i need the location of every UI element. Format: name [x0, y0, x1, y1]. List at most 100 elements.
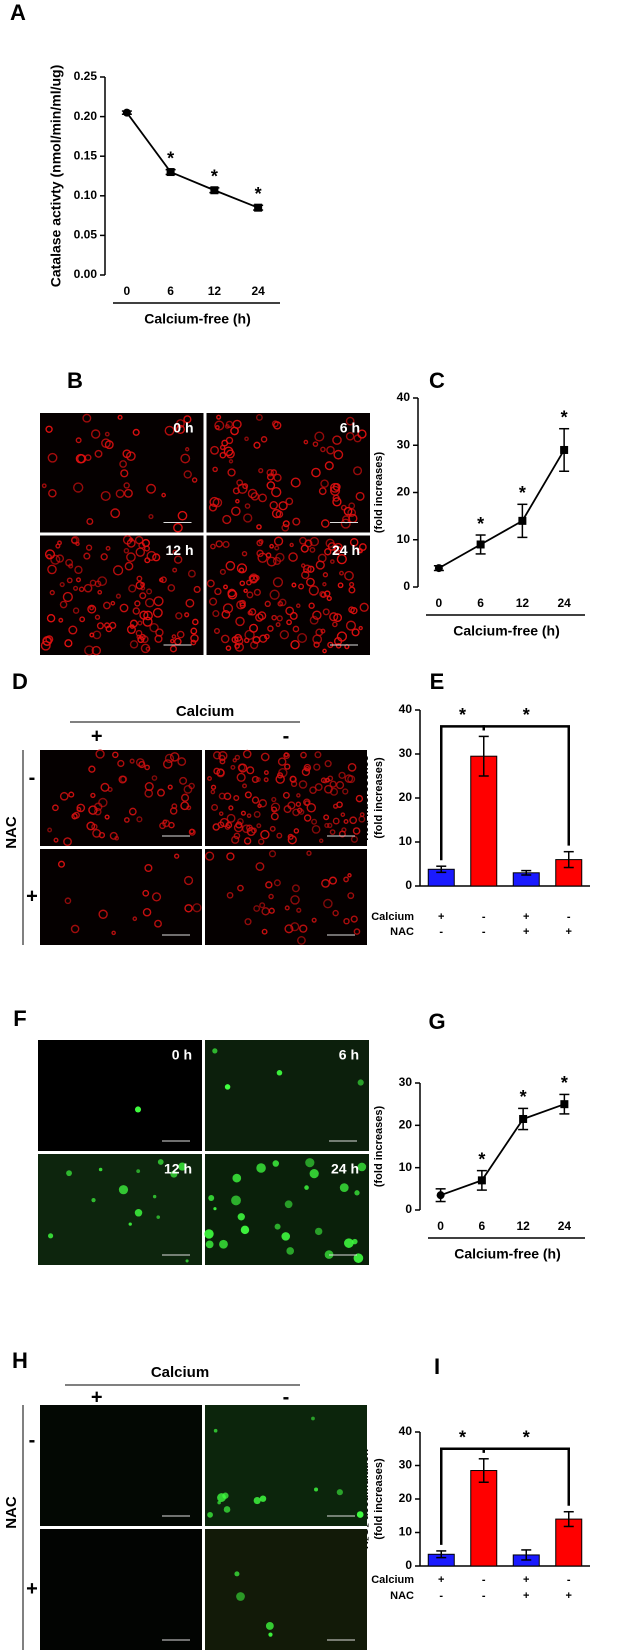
- micrograph: [40, 849, 202, 945]
- cell: [52, 804, 59, 812]
- cell: [273, 536, 284, 546]
- y-tick-label: 20: [399, 1118, 413, 1132]
- cell: [359, 602, 369, 612]
- cell: [320, 519, 330, 528]
- cell: [129, 758, 135, 764]
- cell: [244, 637, 250, 644]
- data-point: [476, 540, 485, 549]
- cell: [281, 523, 290, 532]
- cell: [289, 775, 297, 784]
- cell: [217, 1500, 221, 1505]
- micrograph: [205, 1405, 367, 1526]
- cell: [324, 822, 330, 829]
- cell: [134, 600, 141, 607]
- x-tick-label: 24: [558, 1219, 572, 1233]
- cell: [320, 446, 326, 453]
- cell: [345, 620, 357, 631]
- cell: [332, 435, 342, 445]
- cell: [309, 546, 316, 553]
- cell: [324, 548, 332, 556]
- cell: [163, 759, 173, 769]
- cell: [261, 907, 270, 916]
- cell: [128, 1222, 132, 1226]
- cell: [348, 581, 355, 588]
- cell: [117, 414, 123, 420]
- row-label: -: [29, 767, 36, 789]
- cell: [45, 425, 53, 433]
- cell: [337, 582, 344, 589]
- cell: [304, 800, 310, 806]
- y-tick-label: 30: [399, 1075, 413, 1089]
- cell: [290, 780, 298, 788]
- cell: [353, 928, 361, 935]
- cell: [241, 550, 248, 557]
- cell: [340, 812, 346, 817]
- cell: [318, 487, 327, 496]
- cell: [246, 813, 252, 819]
- micrograph: [40, 535, 204, 655]
- cell: [152, 607, 163, 618]
- cell: [269, 589, 280, 600]
- time-label: 0 h: [172, 1047, 192, 1063]
- cell: [239, 580, 246, 587]
- cell: [126, 552, 136, 563]
- cell: [340, 504, 347, 511]
- cell: [110, 508, 121, 519]
- cell: [173, 555, 183, 564]
- cell: [284, 924, 294, 934]
- row-label: Calcium: [371, 911, 414, 923]
- cell: [232, 419, 242, 429]
- cell: [86, 821, 96, 831]
- cell: [64, 897, 72, 905]
- cell: [210, 445, 219, 455]
- cell: [126, 625, 136, 635]
- cell: [153, 596, 164, 607]
- cell: [318, 838, 324, 844]
- cell: [309, 536, 320, 547]
- cell: [253, 905, 261, 912]
- cell: [137, 620, 143, 626]
- cell: [266, 468, 274, 477]
- cell: [142, 889, 150, 897]
- cell: [239, 599, 246, 607]
- cell: [347, 892, 355, 900]
- data-point: [166, 168, 175, 177]
- micrograph: [40, 1405, 202, 1526]
- cell: [47, 827, 53, 833]
- data-point: [560, 445, 569, 454]
- cell: [98, 1167, 103, 1172]
- cell: [123, 482, 130, 489]
- y-axis-label: (fold increases): [373, 1106, 385, 1188]
- cell: [59, 600, 68, 609]
- cell: [357, 1162, 367, 1172]
- cell: [204, 1229, 214, 1239]
- cell: [218, 811, 224, 816]
- cell: [151, 892, 162, 902]
- cell: [89, 579, 97, 587]
- cell: [71, 535, 80, 545]
- data-point: [122, 108, 131, 117]
- cell: [96, 622, 104, 630]
- panel-letter: G: [428, 1009, 445, 1034]
- cell: [172, 567, 178, 573]
- cell: [246, 827, 256, 837]
- cell: [324, 760, 332, 768]
- cell: [225, 560, 236, 571]
- cell: [315, 560, 325, 570]
- cell: [270, 812, 279, 821]
- cell: [75, 577, 82, 583]
- cell: [295, 603, 301, 609]
- cell: [259, 902, 266, 909]
- y-tick-label: 0: [405, 878, 412, 892]
- cell: [246, 579, 252, 586]
- data-point: [254, 203, 263, 212]
- cell: [184, 904, 193, 913]
- cell: [266, 481, 276, 490]
- cell: [289, 611, 298, 620]
- cell: [266, 473, 275, 481]
- cell: [269, 501, 279, 510]
- row-label: NAC: [390, 926, 414, 938]
- cell: [276, 832, 283, 839]
- cell: [303, 814, 312, 822]
- cell: [146, 550, 157, 561]
